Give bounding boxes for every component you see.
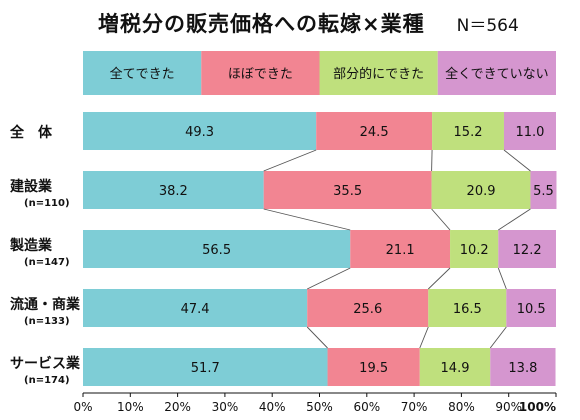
data-label: 5.5 (533, 184, 554, 199)
bar-segment (350, 230, 451, 268)
category-label: 製造業 (9, 237, 53, 254)
bar-segment (498, 230, 556, 268)
connector-line (263, 149, 317, 172)
x-tick-label: 0% (73, 400, 92, 414)
bar-segment (327, 348, 420, 386)
legend-swatch-2 (201, 51, 320, 95)
legend-label-1: 全てできた (110, 66, 175, 82)
bar-segment (431, 171, 531, 209)
connector-line (419, 326, 429, 349)
bar-segment (432, 112, 504, 150)
x-tick-label: 70% (401, 400, 428, 414)
bar-segment (503, 112, 556, 150)
category-sample-size: (n=174) (24, 375, 70, 386)
x-tick-label: 50% (306, 400, 333, 414)
connector-line (503, 149, 531, 172)
data-label: 10.5 (517, 302, 546, 317)
bar-segment (506, 289, 556, 327)
category-label: 建設業 (10, 178, 53, 195)
category-label: サービス業 (10, 355, 81, 372)
data-label: 25.6 (353, 302, 382, 317)
data-label: 56.5 (202, 243, 231, 258)
bar-segment (83, 289, 308, 327)
sample-size-label: N＝564 (456, 16, 519, 36)
data-label: 19.5 (359, 361, 388, 376)
chart-title-text: 増税分の販売価格への転嫁×業種 (98, 12, 425, 36)
bar-segment (263, 171, 432, 209)
data-label: 24.5 (360, 125, 389, 140)
bar-segment (419, 348, 491, 386)
data-label: 11.0 (516, 125, 545, 140)
legend-swatch-1 (83, 51, 202, 95)
data-label: 49.3 (185, 125, 214, 140)
connector-line (307, 267, 351, 290)
bar-segment (450, 230, 499, 268)
x-tick-label: 10% (117, 400, 144, 414)
x-tick-label: 40% (259, 400, 286, 414)
category-label: 全 体 (9, 124, 53, 141)
data-label: 47.4 (181, 302, 210, 317)
bar-segment (83, 171, 264, 209)
bar-segment (83, 348, 328, 386)
legend-label-2: ほぼできた (228, 67, 293, 82)
legend-swatch-3 (319, 51, 438, 95)
data-label: 12.2 (513, 243, 542, 258)
connector-line (431, 208, 451, 231)
bar-segment (428, 289, 507, 327)
bar-segment (83, 112, 317, 150)
x-tick-label: 20% (164, 400, 191, 414)
legend-label-3: 部分的にできた (333, 66, 424, 82)
category-sample-size: (n=110) (24, 198, 70, 209)
connector-line (489, 326, 507, 349)
data-label: 16.5 (453, 302, 482, 317)
legend-swatch-4 (437, 51, 556, 95)
data-label: 21.1 (386, 243, 415, 258)
bar-segment (530, 171, 557, 209)
data-label: 13.8 (508, 361, 537, 376)
connector-line (497, 267, 507, 290)
x-tick-label: 60% (353, 400, 380, 414)
data-label: 14.9 (441, 361, 470, 376)
legend-label-4: 全くできていない (445, 66, 549, 82)
data-label: 38.2 (159, 184, 188, 199)
data-label: 35.5 (333, 184, 362, 199)
bar-segment (316, 112, 433, 150)
x-tick-label: 30% (212, 400, 239, 414)
data-label: 15.2 (454, 125, 483, 140)
data-label: 51.7 (191, 361, 220, 376)
bar-segment (490, 348, 556, 386)
x-tick-label: 100% (519, 400, 556, 414)
bar-segment (307, 289, 429, 327)
category-sample-size: (n=133) (24, 316, 70, 327)
category-label: 流通・商業 (10, 296, 81, 313)
bar-segment (83, 230, 351, 268)
connector-line (263, 208, 351, 231)
category-sample-size: (n=147) (24, 257, 70, 268)
data-label: 20.9 (467, 184, 496, 199)
connector-line (498, 208, 531, 231)
data-label: 10.2 (460, 243, 489, 258)
chart-title: 増税分の販売価格への転嫁×業種 N＝564 (98, 8, 519, 38)
connector-line (306, 326, 328, 349)
connector-line (427, 267, 451, 290)
x-tick-label: 90% (495, 400, 522, 414)
x-tick-label: 80% (448, 400, 475, 414)
